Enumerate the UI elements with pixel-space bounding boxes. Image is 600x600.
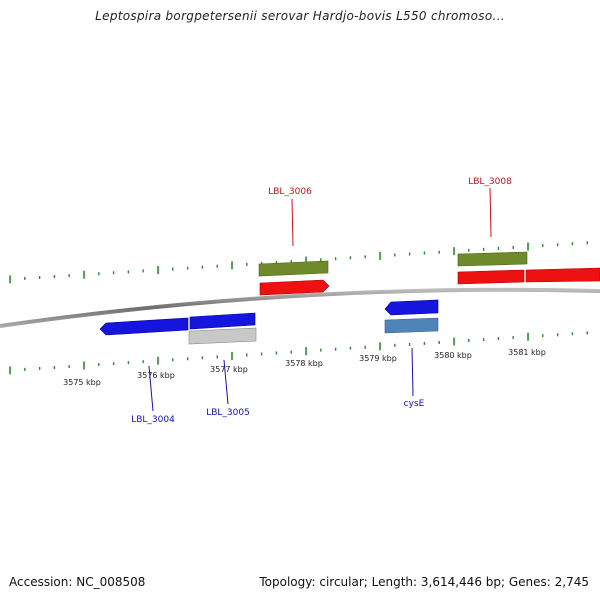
- gene-LBL_3004-arrow[interactable]: [99, 317, 189, 336]
- gene-LBL_3008-cds-olive[interactable]: [457, 251, 528, 267]
- leader-line-LBL_3008: [489, 187, 492, 238]
- gene-cysE-cds-blue[interactable]: [384, 317, 439, 334]
- upper-tick-marks: [9, 241, 588, 284]
- gene-labels: LBL_3006 LBL_3008 LBL_3004 LBL_3005 cysE: [131, 177, 512, 425]
- map-title: Leptospira borgpetersenii serovar Hardjo…: [95, 9, 505, 23]
- gene-LBL_3005-arrow[interactable]: [189, 312, 256, 330]
- gene-next-arrow[interactable]: [525, 267, 600, 283]
- scale-label: 3579 kbp: [359, 354, 397, 363]
- gene-label-LBL_3008[interactable]: LBL_3008: [468, 177, 512, 187]
- scale-label: 3576 kbp: [137, 371, 175, 380]
- gene-label-cysE[interactable]: cysE: [404, 399, 425, 409]
- leader-line-LBL_3006: [291, 198, 294, 247]
- forward-strand-features: [258, 251, 600, 296]
- accession-text: Accession: NC_008508: [9, 575, 146, 589]
- genome-summary-text: Topology: circular; Length: 3,614,446 bp…: [259, 575, 589, 589]
- reverse-strand-features: [99, 299, 439, 345]
- scale-label: 3581 kbp: [508, 348, 546, 357]
- leader-line-LBL_3005: [223, 359, 229, 405]
- scale-label: 3577 kbp: [210, 365, 248, 374]
- gene-LBL_3005-cds-gray[interactable]: [188, 327, 257, 345]
- scale-label: 3575 kbp: [63, 378, 101, 387]
- gene-LBL_3006-cds-olive[interactable]: [258, 260, 329, 277]
- scale-labels: 3575 kbp 3576 kbp 3577 kbp 3578 kbp 3579…: [63, 348, 546, 387]
- gene-LBL_3008-arrow[interactable]: [457, 269, 525, 285]
- gene-label-LBL_3004[interactable]: LBL_3004: [131, 415, 175, 425]
- gene-label-LBL_3005[interactable]: LBL_3005: [206, 408, 250, 418]
- gene-label-LBL_3006[interactable]: LBL_3006: [268, 187, 312, 197]
- lower-tick-marks: [9, 331, 588, 375]
- leader-line-LBL_3004: [148, 365, 154, 412]
- gene-LBL_3006-arrow[interactable]: [259, 279, 330, 296]
- scale-label: 3580 kbp: [434, 351, 472, 360]
- gene-cysE-arrow[interactable]: [384, 299, 439, 316]
- leader-line-cysE: [411, 347, 414, 397]
- chromosome-backbone: [0, 287, 600, 328]
- scale-label: 3578 kbp: [285, 359, 323, 368]
